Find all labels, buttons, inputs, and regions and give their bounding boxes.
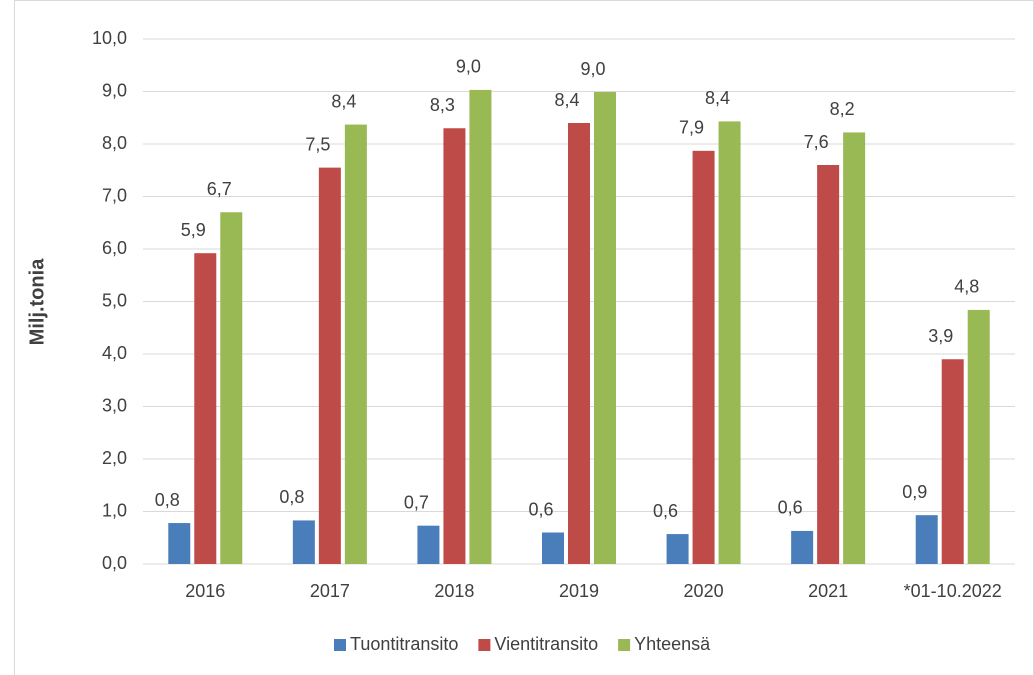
data-label: 7,6: [804, 132, 829, 152]
data-label: 8,4: [554, 90, 579, 110]
bar: [817, 165, 840, 564]
data-label: 0,6: [653, 501, 678, 521]
x-tick-label: *01-10.2022: [904, 581, 1002, 601]
x-tick-label: 2017: [310, 581, 350, 601]
data-label: 9,0: [456, 57, 481, 77]
y-tick-label: 3,0: [102, 395, 127, 415]
y-axis-label: Milj.tonia: [26, 258, 48, 346]
data-label: 0,8: [279, 487, 304, 507]
data-label: 4,8: [954, 277, 979, 297]
bar: [318, 167, 341, 564]
data-label: 7,5: [305, 134, 330, 154]
bar: [344, 124, 367, 564]
legend-label: Vientitransito: [494, 634, 598, 654]
data-label: 0,6: [528, 499, 553, 519]
bar: [417, 525, 440, 564]
data-label: 5,9: [181, 220, 206, 240]
bar: [915, 515, 938, 564]
data-label: 6,7: [207, 179, 232, 199]
legend-swatch: [618, 639, 631, 651]
data-label: 0,9: [902, 482, 927, 502]
x-tick-label: 2018: [434, 581, 474, 601]
bar: [194, 253, 217, 564]
chart-border: [14, 0, 1034, 675]
data-label: 8,2: [830, 99, 855, 119]
bar: [220, 212, 243, 564]
bar: [443, 128, 466, 564]
y-tick-label: 8,0: [102, 133, 127, 153]
bar: [594, 92, 616, 565]
data-label: 9,0: [580, 59, 605, 79]
bar: [843, 132, 866, 564]
bar: [292, 520, 315, 564]
data-label: 3,9: [928, 326, 953, 346]
data-label: 0,6: [778, 498, 803, 518]
bar: [967, 309, 990, 564]
y-tick-label: 4,0: [102, 343, 127, 363]
legend-swatch: [334, 639, 346, 651]
y-tick-label: 6,0: [102, 238, 127, 258]
data-label: 7,9: [679, 118, 704, 138]
x-tick-label: 2020: [684, 581, 724, 601]
x-tick-label: 2021: [808, 581, 848, 601]
bar: [718, 121, 741, 565]
bar: [941, 359, 964, 564]
bar: [168, 523, 191, 564]
data-label: 0,7: [404, 492, 429, 512]
y-tick-label: 0,0: [102, 553, 127, 573]
bar: [469, 89, 492, 565]
y-tick-label: 1,0: [102, 500, 127, 520]
bar: [568, 123, 590, 564]
y-tick-label: 5,0: [102, 290, 127, 310]
y-tick-label: 9,0: [102, 80, 127, 100]
data-label: 8,4: [331, 91, 356, 111]
x-tick-label: 2019: [559, 581, 599, 601]
legend-label: Tuontitransito: [350, 634, 458, 654]
x-tick-label: 2016: [185, 581, 225, 601]
legend-swatch: [478, 639, 491, 651]
bar: [692, 150, 715, 564]
bar: [542, 532, 564, 564]
bar: [666, 534, 689, 564]
data-label: 8,3: [430, 95, 455, 115]
y-tick-label: 2,0: [102, 448, 127, 468]
bar: [791, 530, 814, 564]
legend-label: Yhteensä: [634, 634, 711, 654]
y-tick-label: 7,0: [102, 185, 127, 205]
y-tick-label: 10,0: [92, 28, 127, 48]
data-label: 8,4: [705, 88, 730, 108]
data-label: 0,8: [155, 490, 180, 510]
